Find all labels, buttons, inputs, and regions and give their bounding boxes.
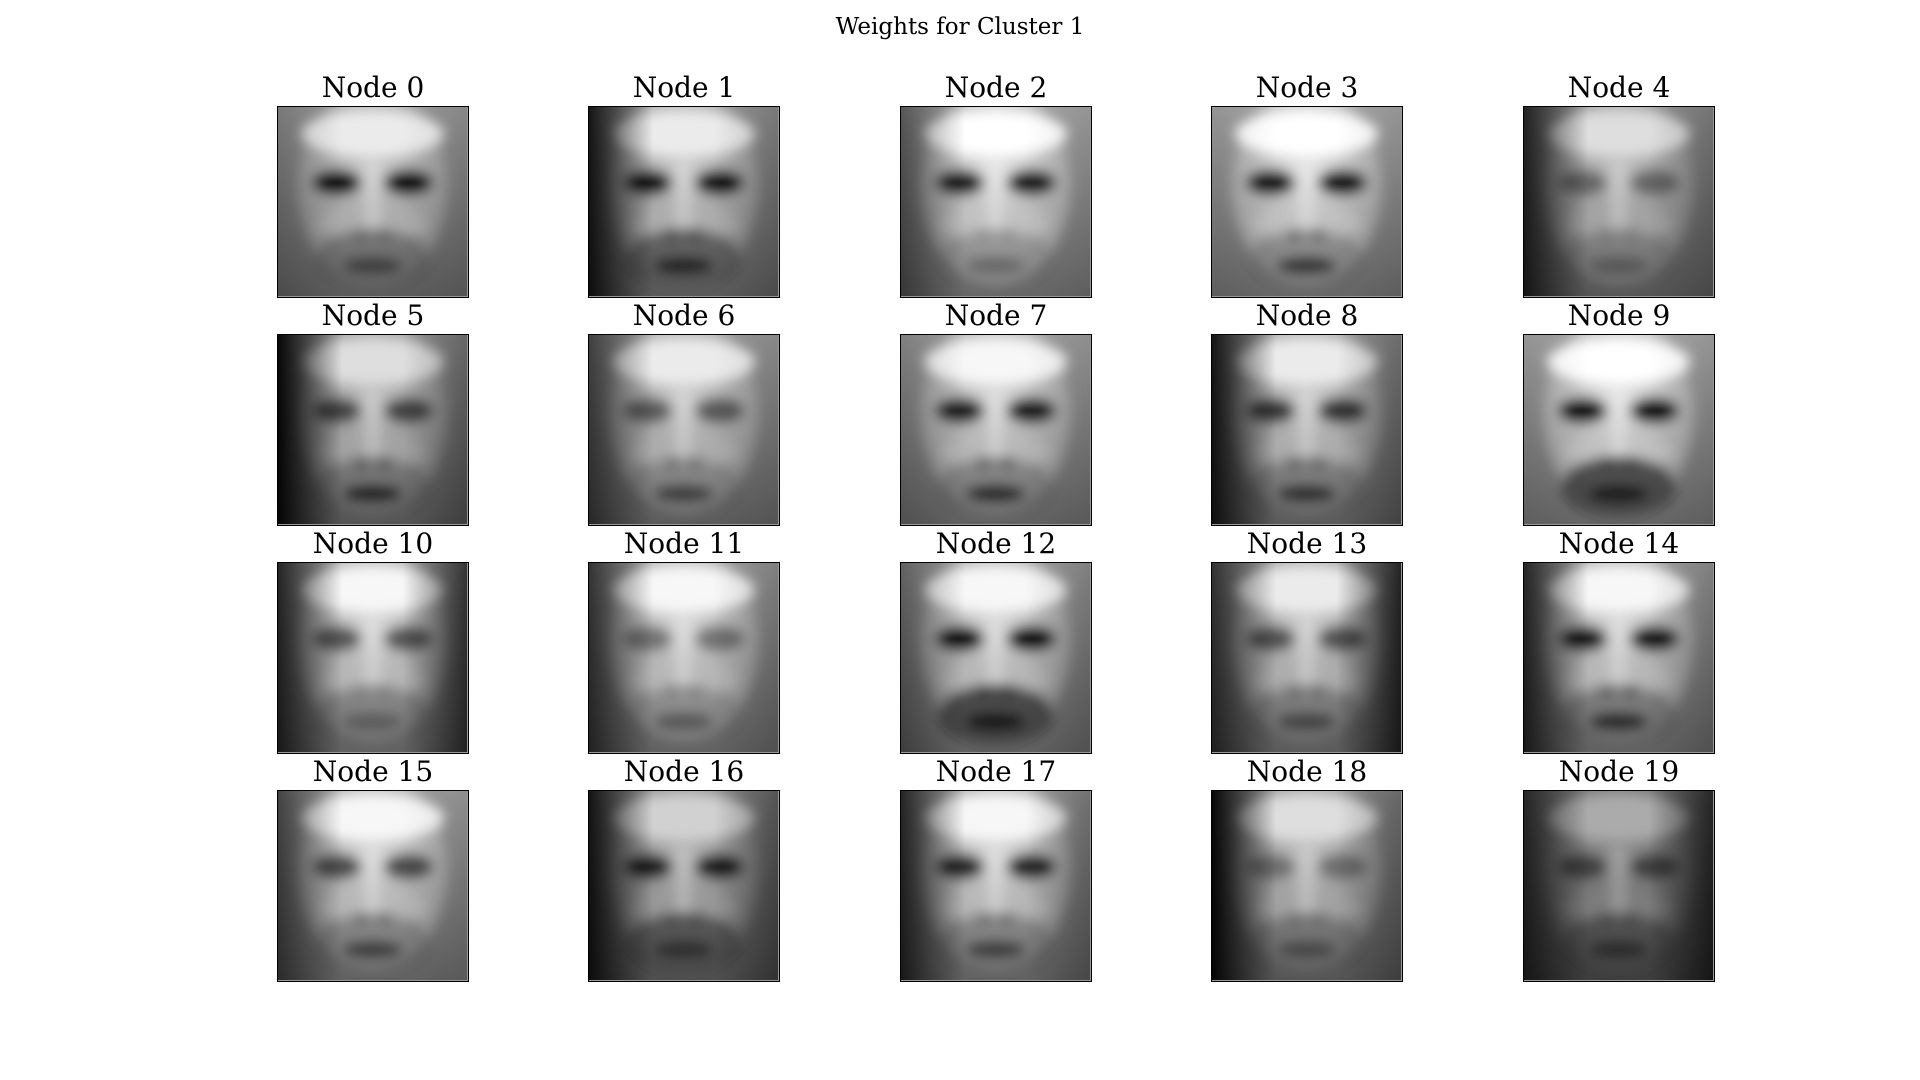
node-weight-image [588, 562, 780, 754]
node-title: Node 12 [870, 530, 1122, 558]
node-title: Node 1 [558, 74, 810, 102]
node-cell: Node 14 [1523, 530, 1715, 750]
node-title: Node 16 [558, 758, 810, 786]
node-cell: Node 17 [900, 758, 1092, 978]
node-title: Node 7 [870, 302, 1122, 330]
face-weight-svg [278, 791, 467, 980]
node-title: Node 3 [1181, 74, 1433, 102]
node-title: Node 18 [1181, 758, 1433, 786]
node-weight-image [1211, 334, 1403, 526]
face-weight-svg [589, 563, 778, 752]
node-weight-image [277, 790, 469, 982]
node-cell: Node 12 [900, 530, 1092, 750]
node-cell: Node 9 [1523, 302, 1715, 522]
node-cell: Node 4 [1523, 74, 1715, 294]
node-weight-image [277, 562, 469, 754]
node-weight-image [900, 106, 1092, 298]
node-cell: Node 1 [588, 74, 780, 294]
node-title: Node 13 [1181, 530, 1433, 558]
node-title: Node 17 [870, 758, 1122, 786]
node-title: Node 14 [1493, 530, 1745, 558]
node-weight-image [1211, 790, 1403, 982]
face-weight-svg [589, 107, 778, 296]
node-cell: Node 5 [277, 302, 469, 522]
face-weight-svg [1524, 791, 1713, 980]
face-weight-svg [901, 791, 1090, 980]
node-cell: Node 8 [1211, 302, 1403, 522]
node-title: Node 9 [1493, 302, 1745, 330]
face-weight-svg [1212, 335, 1401, 524]
node-cell: Node 18 [1211, 758, 1403, 978]
node-cell: Node 11 [588, 530, 780, 750]
node-weight-image [588, 790, 780, 982]
node-weight-image [1523, 790, 1715, 982]
node-weight-image [277, 334, 469, 526]
node-cell: Node 10 [277, 530, 469, 750]
node-cell: Node 0 [277, 74, 469, 294]
face-weight-svg [1524, 335, 1713, 524]
node-weight-image [277, 106, 469, 298]
node-weight-image [588, 334, 780, 526]
face-weight-svg [278, 563, 467, 752]
node-title: Node 10 [247, 530, 499, 558]
node-cell: Node 15 [277, 758, 469, 978]
node-cell: Node 6 [588, 302, 780, 522]
node-weight-image [900, 790, 1092, 982]
node-cell: Node 19 [1523, 758, 1715, 978]
node-cell: Node 2 [900, 74, 1092, 294]
node-weight-image [900, 334, 1092, 526]
node-cell: Node 7 [900, 302, 1092, 522]
node-cell: Node 16 [588, 758, 780, 978]
node-weight-image [1211, 562, 1403, 754]
face-weight-svg [1212, 563, 1401, 752]
face-weight-svg [901, 335, 1090, 524]
node-weight-image [1211, 106, 1403, 298]
node-title: Node 4 [1493, 74, 1745, 102]
face-weight-svg [589, 791, 778, 980]
face-weight-svg [278, 335, 467, 524]
node-title: Node 6 [558, 302, 810, 330]
face-weight-svg [901, 563, 1090, 752]
face-weight-svg [901, 107, 1090, 296]
node-title: Node 5 [247, 302, 499, 330]
node-cell: Node 3 [1211, 74, 1403, 294]
node-title: Node 0 [247, 74, 499, 102]
node-title: Node 8 [1181, 302, 1433, 330]
node-title: Node 2 [870, 74, 1122, 102]
node-title: Node 11 [558, 530, 810, 558]
face-weight-svg [1524, 107, 1713, 296]
face-weight-svg [278, 107, 467, 296]
node-weight-image [1523, 106, 1715, 298]
node-title: Node 19 [1493, 758, 1745, 786]
face-weight-svg [1212, 791, 1401, 980]
node-weight-image [1523, 562, 1715, 754]
figure-title: Weights for Cluster 1 [0, 14, 1920, 40]
node-weight-image [900, 562, 1092, 754]
node-weight-image [588, 106, 780, 298]
node-title: Node 15 [247, 758, 499, 786]
node-weight-image [1523, 334, 1715, 526]
face-weight-svg [1212, 107, 1401, 296]
face-weight-svg [589, 335, 778, 524]
node-cell: Node 13 [1211, 530, 1403, 750]
face-weight-svg [1524, 563, 1713, 752]
